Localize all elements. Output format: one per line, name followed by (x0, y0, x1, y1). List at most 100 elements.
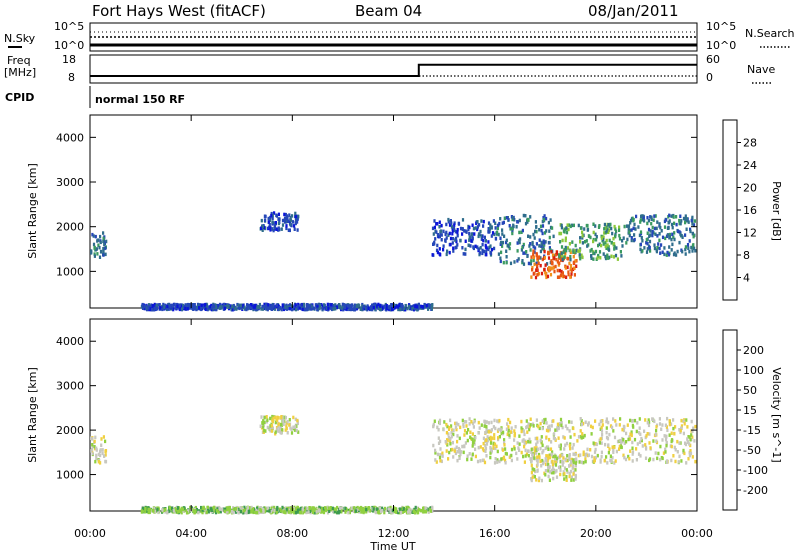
velocity-cell (413, 511, 417, 515)
power-cell (547, 220, 550, 225)
power-cell (661, 250, 664, 254)
power-cell (645, 238, 648, 242)
power-cell (577, 249, 580, 253)
velocity-ytick-label: 3000 (56, 380, 84, 393)
velocity-cell (580, 422, 583, 427)
velocity-cell (569, 469, 573, 474)
time-tick-label: 00:00 (681, 527, 713, 540)
velocity-cell (424, 506, 427, 510)
power-cell (499, 236, 502, 240)
power-cell (667, 226, 670, 230)
velocity-cell (274, 430, 277, 434)
velocity-cell (381, 509, 384, 513)
velocity-cell (582, 435, 585, 439)
velocity-cell (691, 435, 694, 439)
power-cell (589, 235, 592, 240)
velocity-cell (661, 423, 664, 427)
velocity-cell (644, 456, 648, 460)
power-cell (533, 250, 536, 254)
velocity-cell (586, 447, 589, 452)
power-cell (524, 221, 528, 226)
velocity-cell (506, 432, 509, 437)
velocity-cell (517, 446, 520, 450)
velocity-cell (522, 454, 525, 459)
power-cell (625, 241, 628, 245)
power-cell (647, 218, 650, 223)
velocity-cell (535, 442, 538, 447)
power-cell (271, 303, 274, 308)
velocity-cell (448, 438, 451, 443)
power-cell (272, 304, 275, 309)
power-cell (439, 232, 442, 236)
velocity-cell (594, 455, 597, 460)
velocity-cell (560, 421, 563, 425)
velocity-cell (192, 509, 196, 513)
velocity-cell (471, 432, 474, 436)
velocity-cell (246, 506, 249, 510)
velocity-cell (682, 419, 685, 423)
velocity-cell (550, 452, 553, 457)
power-cell (490, 225, 493, 229)
velocity-cell (526, 424, 529, 429)
power-cell (341, 302, 344, 307)
power-cell (449, 219, 452, 223)
velocity-cell (494, 457, 497, 461)
power-cell (476, 220, 479, 224)
velocity-cell (218, 506, 221, 511)
power-cell (296, 217, 299, 221)
power-cell (563, 255, 566, 260)
velocity-cell (568, 457, 571, 461)
velocity-cell (276, 507, 279, 511)
velocity-cell (361, 506, 364, 511)
power-cell (597, 243, 600, 248)
power-cell (538, 228, 541, 232)
velocity-cell (554, 463, 558, 467)
power-cell (227, 305, 230, 309)
power-cell (607, 256, 610, 260)
velocity-cell (513, 432, 516, 436)
velocity-cell (389, 505, 392, 510)
power-cell (412, 307, 416, 312)
power-cell (672, 235, 675, 239)
velocity-cell (344, 510, 347, 514)
velocity-cell (676, 439, 679, 444)
power-cell (530, 259, 533, 263)
power-cell (489, 244, 492, 248)
power-cell (476, 245, 479, 249)
power-cell (614, 253, 618, 258)
velocity-cell (397, 510, 400, 515)
power-cell (532, 232, 535, 237)
power-cell (563, 274, 566, 279)
power-cell (691, 231, 694, 236)
velocity-cell (266, 425, 269, 430)
power-cell (288, 213, 291, 217)
velocity-cell (605, 417, 608, 421)
power-cell (461, 218, 465, 222)
power-cell (535, 242, 538, 246)
velocity-cell (682, 431, 685, 436)
power-cell (559, 231, 563, 236)
velocity-cell (247, 510, 250, 515)
velocity-cell (678, 428, 681, 432)
velocity-cell (503, 438, 506, 442)
power-cell (401, 304, 404, 309)
power-cell (273, 307, 276, 311)
power-cell (501, 240, 504, 245)
power-cell (566, 256, 569, 261)
velocity-cell (496, 449, 499, 454)
velocity-cell (270, 429, 273, 433)
power-cell (277, 217, 280, 221)
power-cell (564, 238, 567, 243)
power-cell (563, 247, 566, 252)
velocity-cell (559, 454, 562, 458)
velocity-cell (485, 425, 488, 429)
power-cell (529, 215, 532, 219)
power-cell (560, 251, 563, 255)
velocity-cell (518, 434, 521, 438)
velocity-cell (367, 506, 370, 510)
power-cell (482, 219, 485, 224)
velocity-cell (495, 444, 498, 449)
power-cell (499, 242, 502, 246)
velocity-cell (280, 415, 283, 419)
velocity-cell (539, 421, 542, 426)
